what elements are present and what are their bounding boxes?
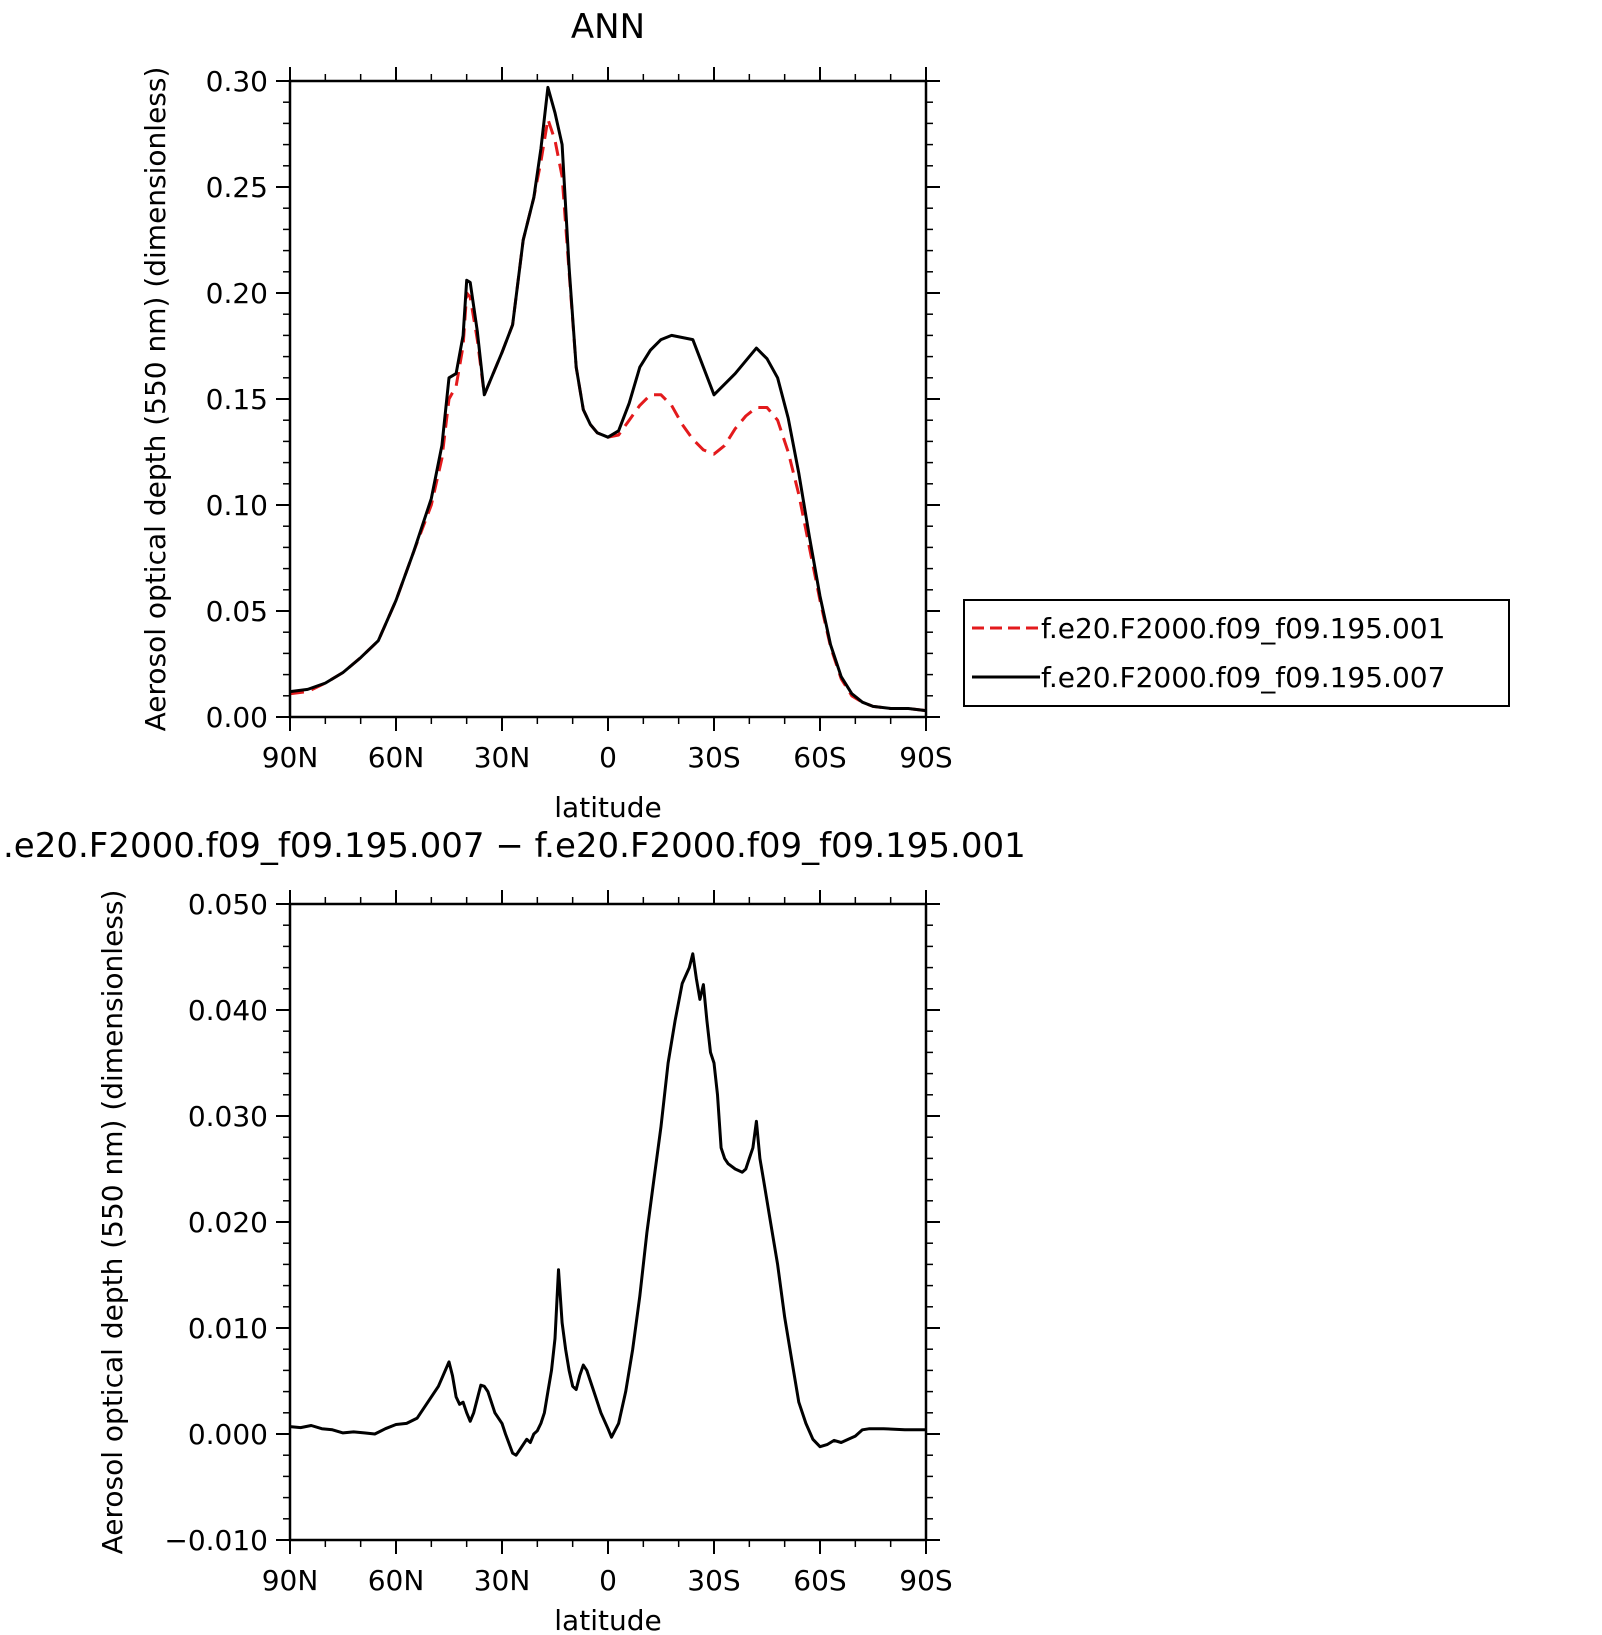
top-panel-x-axis-label: latitude (554, 791, 661, 824)
legend-label-series-2: f.e20.F2000.f09_f09.195.007 (1041, 661, 1445, 694)
top-panel-series (289, 85, 927, 713)
y-tick-label: 0.010 (188, 1312, 268, 1345)
top-panel-y-axis-label: Aerosol optical depth (550 nm) (dimensio… (139, 67, 172, 732)
x-tick-label: 90S (899, 741, 952, 774)
bottom-panel-y-tick-labels: −0.010 0.000 0.010 0.020 0.030 0.040 0.050 (164, 888, 268, 1557)
x-tick-label: 60S (793, 1564, 846, 1597)
x-tick-label: 60N (368, 741, 425, 774)
series-line-2 (289, 85, 927, 713)
bottom-panel-frame (288, 902, 928, 1542)
x-tick-label: 90N (262, 741, 319, 774)
top-panel-frame (288, 79, 928, 719)
legend: f.e20.F2000.f09_f09.195.001 f.e20.F2000.… (963, 599, 1510, 707)
y-tick-label: 0.20 (206, 277, 268, 310)
legend-box (963, 599, 1510, 707)
x-tick-label: 30N (474, 1564, 531, 1597)
series-line-1 (289, 952, 926, 1457)
x-tick-label: 30S (687, 1564, 740, 1597)
y-tick-label: −0.010 (164, 1524, 268, 1557)
y-tick-label: 0.020 (188, 1206, 268, 1239)
x-tick-label: 60N (368, 1564, 425, 1597)
y-tick-label: 0.030 (188, 1100, 268, 1133)
y-tick-label: 0.000 (188, 1418, 268, 1451)
bottom-panel-x-axis-label: latitude (554, 1604, 661, 1635)
y-tick-label: 0.00 (206, 701, 268, 734)
top-panel-ticks (276, 67, 940, 731)
x-tick-label: 90N (262, 1564, 319, 1597)
x-tick-label: 30N (474, 741, 531, 774)
bottom-panel-y-axis-label: Aerosol optical depth (550 nm) (dimensio… (96, 890, 129, 1555)
bottom-panel-ticks (276, 890, 940, 1554)
y-tick-label: 0.05 (206, 595, 268, 628)
bottom-panel: .e20.F2000.f09_f09.195.007 − f.e20.F2000… (3, 826, 1026, 1635)
bottom-panel-series (289, 952, 926, 1457)
bottom-panel-x-tick-labels: 90N 60N 30N 0 30S 60S 90S (262, 1564, 953, 1597)
x-tick-label: 30S (687, 741, 740, 774)
x-tick-label: 0 (599, 1564, 617, 1597)
x-tick-label: 0 (599, 741, 617, 774)
x-tick-label: 90S (899, 1564, 952, 1597)
y-tick-label: 0.15 (206, 383, 268, 416)
bottom-panel-title: .e20.F2000.f09_f09.195.007 − f.e20.F2000… (3, 826, 1026, 866)
y-tick-label: 0.30 (206, 65, 268, 98)
y-tick-label: 0.040 (188, 994, 268, 1027)
x-tick-label: 60S (793, 741, 846, 774)
legend-label-series-1: f.e20.F2000.f09_f09.195.001 (1041, 612, 1445, 645)
top-panel-y-tick-labels: 0.00 0.05 0.10 0.15 0.20 0.25 0.30 (206, 65, 268, 734)
top-panel-title: ANN (571, 7, 645, 47)
y-tick-label: 0.25 (206, 171, 268, 204)
top-panel-x-tick-labels: 90N 60N 30N 0 30S 60S 90S (262, 741, 953, 774)
top-panel: ANN 0.00 0.05 0.10 0.15 0.20 0.25 0.30 90N 60N 3… (139, 7, 953, 824)
y-tick-label: 0.10 (206, 489, 268, 522)
y-tick-label: 0.050 (188, 888, 268, 921)
